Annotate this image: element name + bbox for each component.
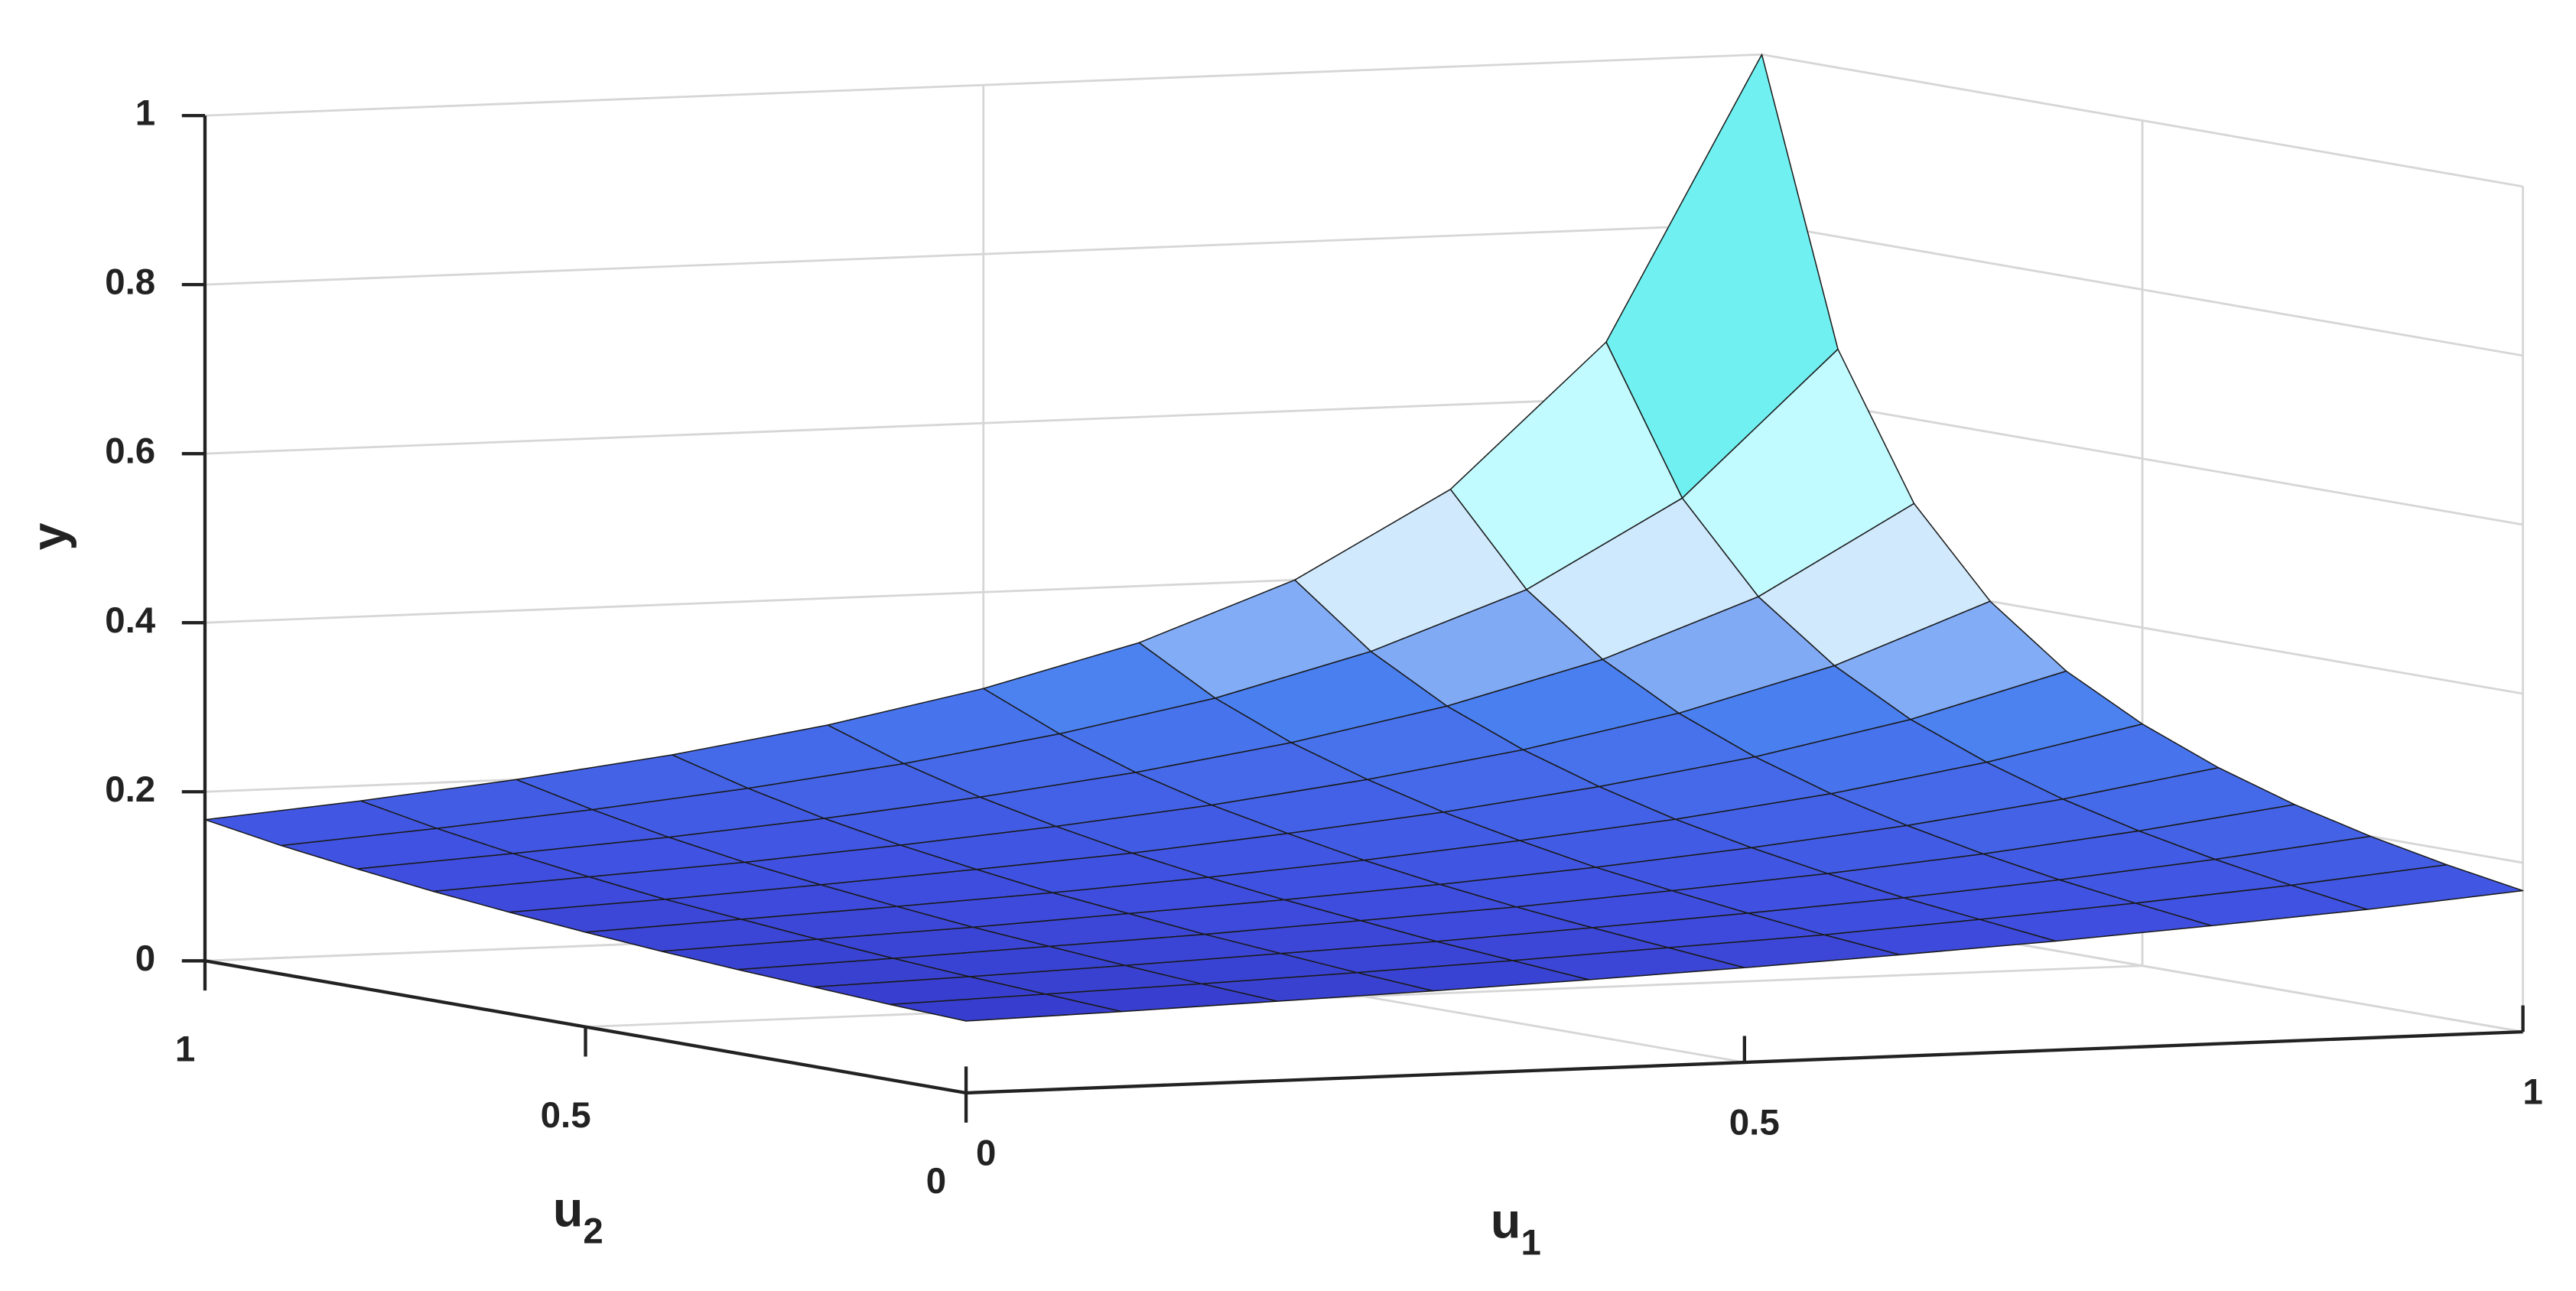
z-tick-label: 1: [135, 93, 155, 134]
x-tick-label: 0: [976, 1133, 996, 1174]
x-tick-label: 1: [2522, 1072, 2542, 1113]
z-axis-label: y: [21, 523, 77, 551]
z-tick-label: 0: [135, 938, 155, 979]
z-tick-label: 0.2: [105, 769, 155, 810]
z-grid-line: [204, 391, 2523, 526]
z-tick-label: 0.8: [105, 262, 155, 303]
surface-patch: [889, 993, 1123, 1022]
x-axis-label: u1: [1491, 1193, 1541, 1263]
z-grid-line: [204, 222, 2523, 357]
y-tick-label: 1: [175, 1029, 195, 1070]
y-tick-label: 0.5: [541, 1095, 591, 1136]
y-axis-label-text: u: [553, 1182, 584, 1237]
z-tick-label: 0.6: [105, 431, 155, 472]
x-axis-label-subscript: 1: [1521, 1222, 1540, 1263]
z-grid-line: [204, 53, 2523, 188]
x-tick-label: 0.5: [1729, 1103, 1780, 1143]
y-axis-label-subscript: 2: [583, 1211, 603, 1251]
x-axis-label-text: u: [1491, 1193, 1521, 1249]
y-axis-label: u2: [553, 1182, 603, 1251]
y-tick-label: 0: [926, 1161, 946, 1202]
z-tick-label: 0.4: [105, 600, 156, 641]
